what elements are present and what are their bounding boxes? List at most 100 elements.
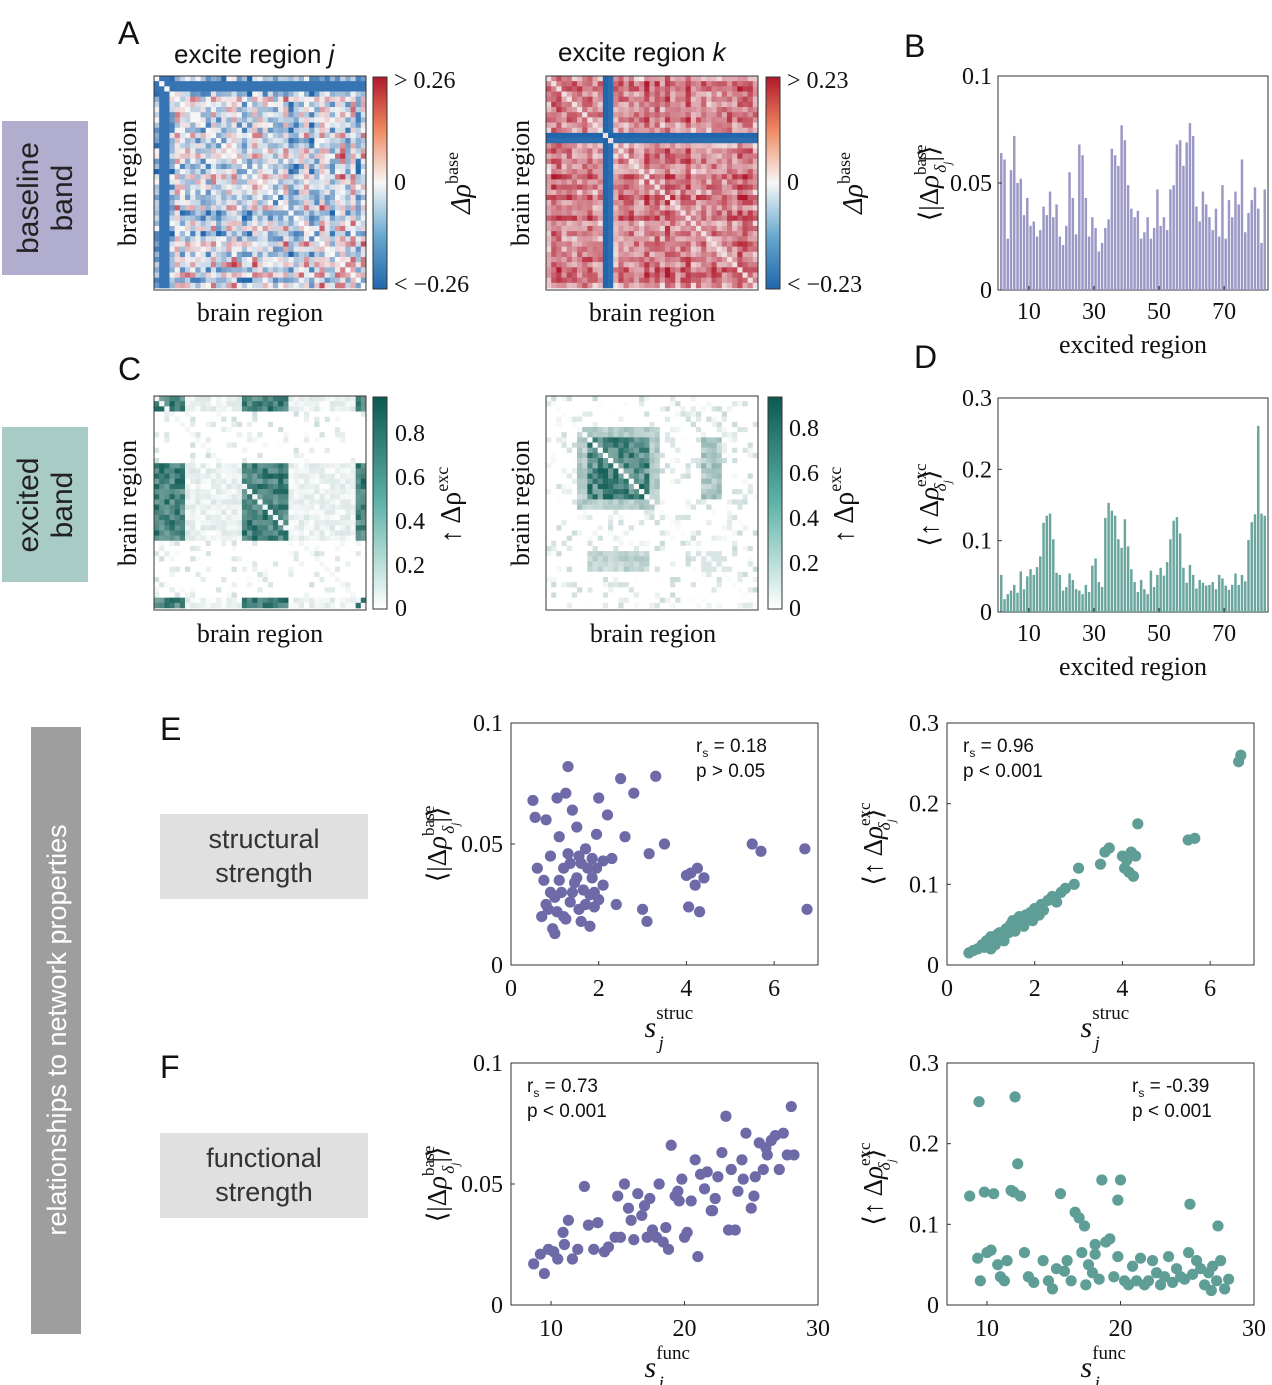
heatmap-c-j-cell (195, 473, 201, 480)
heatmap-c-j-cell (252, 566, 258, 573)
heatmap-a-k-cell (680, 122, 686, 129)
heatmap-a-j-cell (159, 184, 165, 191)
heatmap-a-k-cell (747, 210, 754, 216)
heatmap-a-j-cell (179, 241, 186, 247)
heatmap-a-j-cell (200, 179, 207, 185)
heatmap-title-j: excite region j (174, 39, 336, 69)
heatmap-a-j-cell (303, 220, 310, 227)
heatmap-a-j-cell (221, 122, 227, 129)
heatmap-c-j-cell (231, 401, 238, 407)
heatmap-c-j-cell (298, 530, 305, 536)
heatmap-a-k-cell (566, 179, 573, 185)
heatmap-a-k-cell (742, 282, 748, 289)
heatmap-c-j-cell (278, 437, 284, 443)
heatmap-c-j-cell (252, 545, 258, 552)
heatmap-a-j-cell (334, 189, 341, 196)
heatmap-a-k-cell (623, 138, 630, 144)
heatmap-a-j-cell (298, 246, 305, 253)
heatmap-a-k-cell (587, 127, 593, 134)
heatmap-a-k-cell (670, 81, 676, 87)
heatmap-a-j-cell (298, 236, 305, 242)
heatmap-c-j-cell (272, 582, 279, 588)
heatmap-c-j-cell (195, 489, 201, 495)
heatmap-c-j-cell (340, 545, 346, 552)
heatmap-a-j-cell (164, 205, 170, 211)
heatmap-a-k-cell (742, 220, 748, 227)
heatmap-a-k-cell (732, 189, 738, 196)
heatmap-a-k-cell (566, 117, 573, 123)
heatmap-a-j-cell (340, 205, 346, 211)
heatmap-c-j-cell (298, 499, 305, 505)
heatmap-a-j-cell (334, 246, 341, 253)
heatmap-a-j-cell (303, 184, 310, 191)
heatmap-a-j-cell (303, 153, 310, 160)
heatmap-a-j-cell (272, 101, 279, 108)
heatmap-a-j-cell (190, 194, 196, 201)
heatmap-a-j-cell (319, 81, 325, 87)
heatmap-a-k-cell (566, 122, 573, 129)
heatmap-a-j-cell (340, 231, 346, 237)
heatmap-a-k-cell (551, 179, 557, 185)
heatmap-a-j-cell (309, 231, 315, 237)
heatmap-a-k-cell (742, 107, 748, 113)
heatmap-a-j-cell (278, 148, 284, 154)
heatmap-a-k-cell (664, 107, 671, 113)
heatmap-c-j-cell (272, 576, 279, 583)
heatmap-a-k-cell (742, 138, 748, 144)
heatmap-a-j-cell (340, 200, 346, 206)
heatmap-c-j-cell (241, 411, 248, 417)
heatmap-c-j-cell (205, 478, 212, 485)
heatmap-a-j-cell (236, 231, 243, 237)
heatmap-c-j-cell (262, 540, 269, 547)
heatmap-a-j-cell (236, 179, 243, 185)
heatmap-c-j-cell (241, 442, 248, 449)
heatmap-a-j-cell (298, 251, 305, 258)
heatmap-a-k-cell (587, 138, 593, 144)
heatmap-a-j-cell (293, 122, 300, 129)
heatmap-c-j-cell (241, 468, 248, 474)
heatmap-a-j-cell (293, 210, 300, 216)
heatmap-c-j-cell (210, 540, 217, 547)
heatmap-a-j-cell (252, 256, 258, 263)
heatmap-a-k-cell (706, 225, 712, 232)
heatmap-a-j-cell (345, 127, 351, 134)
heatmap-a-j-cell (345, 174, 351, 180)
heatmap-c-j-cell (324, 489, 331, 495)
heatmap-a-j-cell (360, 179, 367, 185)
heatmap-a-k-cell (628, 76, 635, 82)
heatmap-c-j-cell (355, 478, 362, 485)
heatmap-a-j-cell (179, 81, 186, 87)
heatmap-a-j-cell (247, 86, 253, 92)
heatmap-a-k-cell (747, 277, 754, 284)
heatmap-a-j-cell (205, 101, 212, 108)
heatmap-a-j-cell (257, 194, 263, 201)
heatmap-a-k-cell (602, 194, 609, 201)
heatmap-a-j-cell (236, 117, 243, 123)
heatmap-c-j-cell (205, 421, 212, 428)
heatmap-c-j-cell (345, 504, 351, 511)
heatmap-a-j-cell (314, 81, 320, 87)
heatmap-a-j-cell (334, 184, 341, 191)
heatmap-c-j-cell (309, 494, 315, 500)
heatmap-a-j-cell (210, 272, 217, 278)
heatmap-c-j-cell (252, 561, 258, 567)
heatmap-c-j-cell (350, 551, 356, 557)
heatmap-c-j-cell (205, 576, 212, 583)
heatmap-a-j-cell (350, 169, 356, 175)
heatmap-c-j-cell (185, 452, 191, 459)
heatmap-c-j-cell (231, 452, 238, 459)
heatmap-a-j-cell (174, 158, 181, 165)
heatmap-a-k-cell (670, 101, 676, 108)
row-label-excited: excited band (2, 427, 88, 582)
heatmap-a-k-cell (546, 210, 552, 216)
heatmap-c-j-cell (200, 494, 207, 500)
heatmap-a-k-cell (561, 205, 567, 211)
heatmap-a-k-cell (602, 256, 609, 263)
heatmap-a-j-cell (288, 236, 294, 242)
heatmap-a-k-cell (597, 96, 604, 103)
heatmap-c-j-cell (164, 540, 170, 547)
heatmap-a-k-cell (587, 107, 593, 113)
heatmap-a-k-cell (695, 153, 702, 160)
heatmap-a-j-cell (267, 251, 274, 258)
heatmap-a-j-cell (324, 241, 331, 247)
